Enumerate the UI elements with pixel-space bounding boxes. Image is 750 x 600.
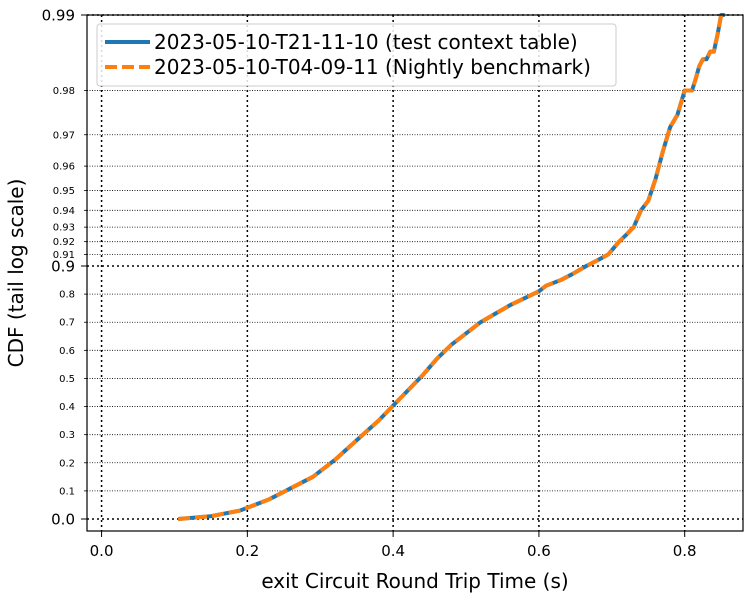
y-minor-tick-label: 0.2 <box>59 458 75 469</box>
x-tick-label: 0.0 <box>90 542 114 560</box>
y-minor-tick-label: 0.97 <box>53 130 75 141</box>
series-line-2 <box>177 13 725 521</box>
y-minor-tick-label: 0.95 <box>53 186 75 197</box>
legend: 2023-05-10-T21-11-10 (test context table… <box>96 23 617 87</box>
y-minor-tick-label: 0.93 <box>53 223 75 234</box>
y-major-tick-label: 0.0 <box>51 511 75 529</box>
x-tick-label: 0.6 <box>527 542 551 560</box>
y-minor-tick-label: 0.6 <box>59 346 75 357</box>
y-minor-tick-label: 0.96 <box>53 162 75 173</box>
x-axis-title: exit Circuit Round Trip Time (s) <box>261 569 568 593</box>
tick-layer: 0.1 0.2 0.3 0.4 0.5 0.6 0.7 0.8 0.91 0.92 0.93 0.94… <box>42 7 697 561</box>
y-minor-tick-label: 0.92 <box>53 237 75 248</box>
y-minor-tick-label: 0.94 <box>53 206 75 217</box>
y-minor-tick-label: 0.4 <box>59 402 75 413</box>
y-minor-tick-label: 0.98 <box>53 86 75 97</box>
legend-box <box>96 23 617 87</box>
x-tick-label: 0.4 <box>381 542 405 560</box>
legend-label-series-2: 2023-05-10-T04-09-11 (Nightly benchmark) <box>154 55 591 79</box>
y-minor-tick-label: 0.1 <box>59 486 75 497</box>
y-minor-tick-label: 0.3 <box>59 430 75 441</box>
y-minor-tick-label: 0.8 <box>59 290 75 301</box>
x-tick-label: 0.8 <box>673 542 697 560</box>
y-minor-tick-label: 0.7 <box>59 318 75 329</box>
x-tick-label: 0.2 <box>235 542 259 560</box>
y-major-tick-label: 0.9 <box>51 258 75 276</box>
plot-frame <box>86 14 744 532</box>
y-minor-tick-label: 0.91 <box>53 250 75 261</box>
y-axis-title: CDF (tail log scale) <box>4 179 28 368</box>
series-layer <box>177 13 725 521</box>
y-major-tick-label: 0.99 <box>42 7 75 25</box>
y-minor-tick-label: 0.5 <box>59 374 75 385</box>
legend-label-series-1: 2023-05-10-T21-11-10 (test context table… <box>154 30 578 54</box>
